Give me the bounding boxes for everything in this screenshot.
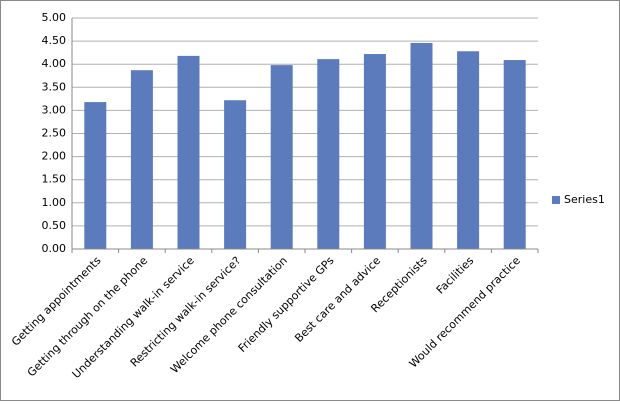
bar: [503, 60, 526, 250]
bar: [130, 70, 153, 250]
y-tick-label: 1.50: [42, 173, 67, 186]
legend-label: Series1: [564, 193, 605, 206]
y-tick-label: 4.50: [42, 34, 67, 47]
y-tick-label: 5.00: [42, 11, 67, 24]
bar: [363, 54, 386, 250]
bar: [177, 55, 200, 249]
y-tick-label: 0.50: [42, 219, 67, 232]
legend-swatch: [552, 196, 560, 204]
bar: [84, 102, 107, 249]
y-tick-label: 2.50: [42, 127, 67, 140]
y-tick-label: 3.50: [42, 80, 67, 93]
y-tick-label: 3.00: [42, 103, 67, 116]
y-tick-label: 2.00: [42, 150, 67, 163]
bar: [317, 59, 340, 250]
y-tick-label: 1.00: [42, 196, 67, 209]
y-tick-label: 0.00: [42, 242, 67, 255]
bar: [224, 100, 247, 250]
y-tick-label: 4.00: [42, 57, 67, 70]
bar: [270, 65, 293, 250]
bar: [457, 51, 480, 249]
bar: [410, 42, 433, 250]
